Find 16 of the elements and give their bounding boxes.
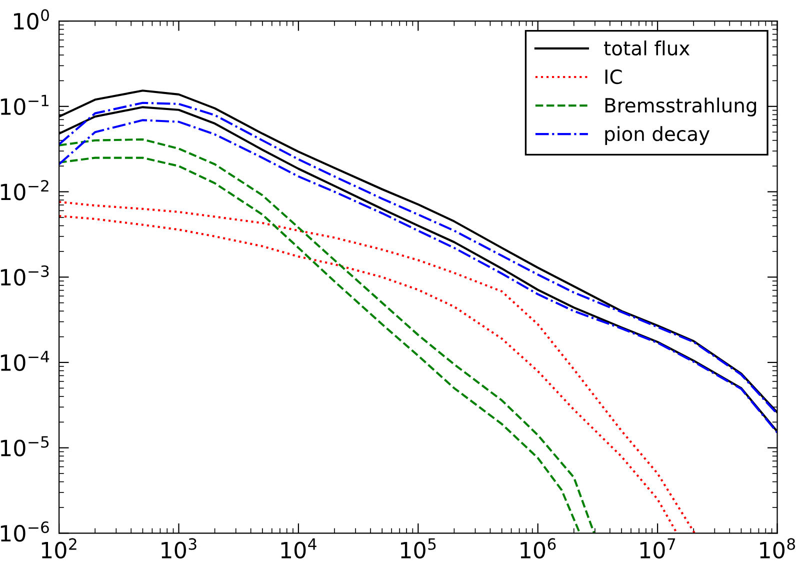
y-tick-label: 10$^{−1}$ (0, 94, 48, 116)
legend-label: pion decay (605, 126, 710, 145)
y-tick-label: 10$^{−2}$ (0, 180, 48, 200)
y-tick-label: 10$^{0}$ (14, 9, 49, 30)
legend-label: Bremsstrahlung (605, 98, 756, 116)
legend-label: total flux (604, 40, 690, 56)
x-tick-label: 10$^{7}$ (640, 538, 676, 559)
y-tick-label: 10$^{−3}$ (0, 265, 49, 286)
x-tick-label: 10$^{6}$ (520, 538, 556, 559)
y-tick-label: 10$^{−5}$ (0, 436, 49, 456)
x-tick-label: 10$^{8}$ (760, 538, 796, 559)
x-tick-label: 10$^{3}$ (162, 538, 196, 559)
y-tick-label: 10$^{−4}$ (0, 350, 50, 372)
legend-label: IC (605, 69, 622, 84)
x-tick-label: 10$^{5}$ (401, 538, 436, 559)
x-tick-label: 10$^{4}$ (281, 538, 316, 559)
